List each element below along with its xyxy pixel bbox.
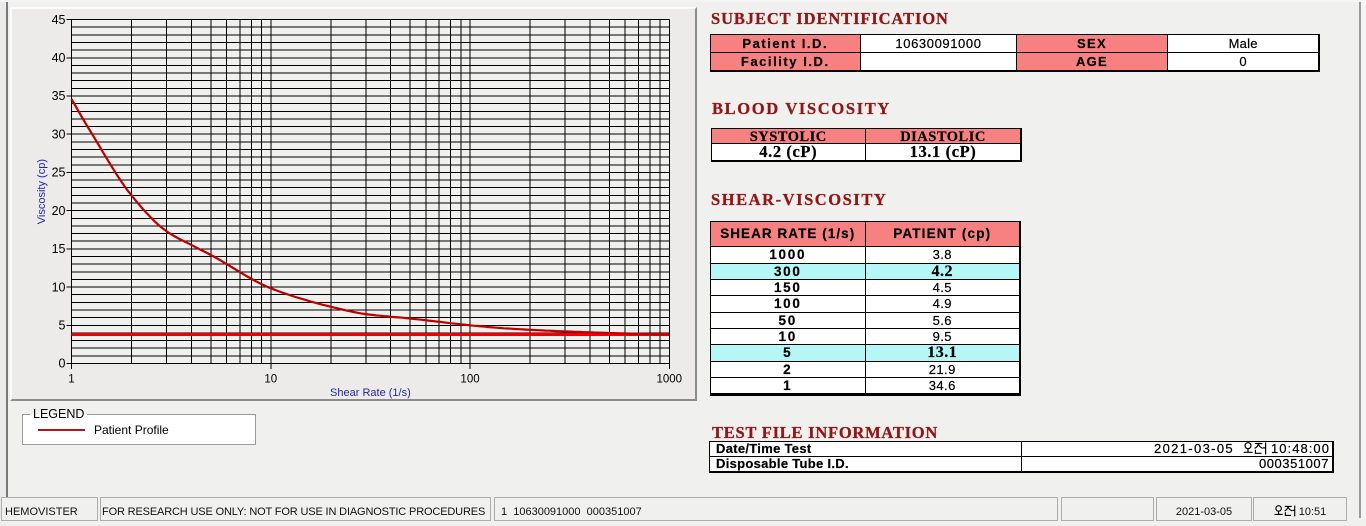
svg-text:35: 35	[52, 89, 66, 103]
svg-text:Viscosity (cp): Viscosity (cp)	[36, 159, 48, 224]
svg-text:30: 30	[52, 127, 66, 141]
svg-text:1: 1	[68, 374, 74, 386]
svg-text:0: 0	[59, 357, 66, 371]
svg-text:15: 15	[52, 242, 66, 256]
svg-text:25: 25	[52, 166, 66, 180]
svg-text:100: 100	[460, 374, 479, 386]
svg-text:Shear Rate (1/s): Shear Rate (1/s)	[330, 387, 411, 399]
svg-text:1000: 1000	[657, 374, 683, 386]
svg-text:45: 45	[52, 13, 66, 27]
svg-text:5: 5	[59, 318, 66, 332]
svg-text:10: 10	[52, 280, 66, 294]
svg-text:40: 40	[52, 51, 66, 65]
svg-text:20: 20	[52, 204, 66, 218]
svg-text:10: 10	[264, 374, 277, 386]
